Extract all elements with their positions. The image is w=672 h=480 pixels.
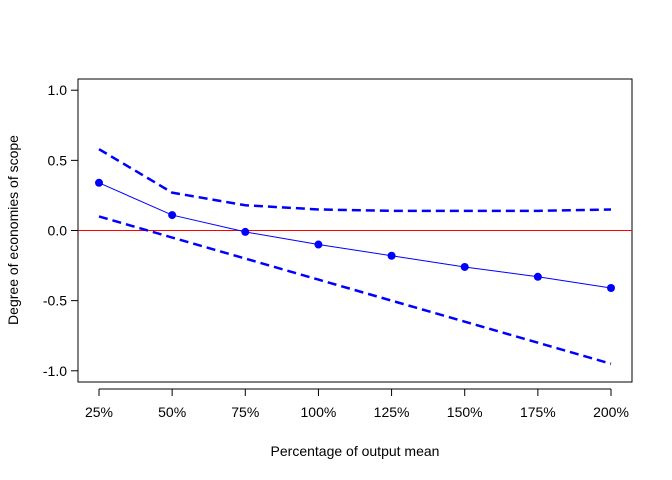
series-layer bbox=[95, 148, 615, 365]
y-tick-label: 0.5 bbox=[48, 152, 68, 168]
estimate-point bbox=[387, 251, 396, 260]
x-axis-title: Percentage of output mean bbox=[271, 443, 440, 459]
estimate-point bbox=[95, 178, 103, 187]
estimate-point bbox=[607, 284, 615, 293]
upper-bound-line bbox=[98, 148, 612, 213]
x-tick-label: 175% bbox=[520, 404, 556, 420]
x-tick-label: 125% bbox=[374, 404, 410, 420]
y-axis-title: Degree of economies of scope bbox=[5, 135, 21, 325]
estimate-point bbox=[314, 240, 323, 249]
x-tick-label: 200% bbox=[593, 404, 629, 420]
x-axis: 25% 50% 75% 100% 125% 150% 175% 200% bbox=[85, 388, 629, 420]
y-tick-label: 1.0 bbox=[48, 82, 68, 98]
x-tick-label: 75% bbox=[231, 404, 259, 420]
y-axis: 1.0 0.5 0.0 -0.5 -1.0 bbox=[43, 82, 78, 379]
y-tick-label: -1.0 bbox=[43, 363, 67, 379]
lower-bound-line bbox=[98, 215, 612, 365]
x-tick-label: 50% bbox=[158, 404, 186, 420]
estimate-point bbox=[533, 272, 542, 281]
x-tick-label: 25% bbox=[85, 404, 113, 420]
estimate-point bbox=[241, 227, 250, 236]
estimate-point bbox=[168, 211, 177, 220]
y-tick-label: -0.5 bbox=[43, 293, 67, 309]
estimate-line bbox=[98, 182, 612, 289]
estimate-point bbox=[460, 262, 469, 271]
y-tick-label: 0.0 bbox=[48, 223, 68, 239]
x-tick-label: 100% bbox=[301, 404, 337, 420]
x-tick-label: 150% bbox=[447, 404, 483, 420]
